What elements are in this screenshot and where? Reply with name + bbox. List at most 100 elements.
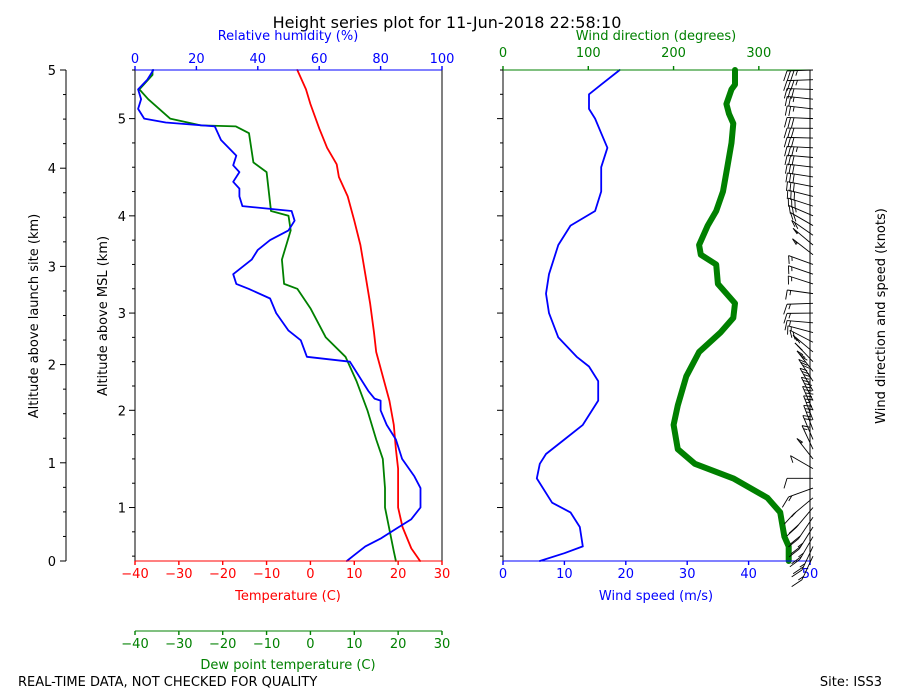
dewpoint-axis-tick-label: −40 (121, 637, 148, 652)
wind-barb-feather (791, 117, 795, 128)
wind-barb-staff (802, 415, 814, 440)
dewpoint-axis-tick-label: 0 (306, 637, 314, 652)
wind-barb-staff (787, 289, 814, 295)
wind-barb-feather (790, 88, 795, 99)
wind-barb-staff (795, 507, 814, 528)
wind-barb-half-feather (795, 208, 797, 213)
wind-barb-feather (790, 70, 795, 81)
temperature-axis-tick-label: −20 (209, 567, 236, 582)
temperature-axis-tick-label: −40 (121, 567, 148, 582)
wind-direction-axis-tick-label: 100 (576, 46, 601, 61)
wind-barb-feather (790, 137, 795, 148)
wind-barb-feather (804, 418, 813, 421)
wind-barbs-group (781, 69, 814, 588)
wind-barb-staff (787, 79, 814, 82)
rh-axis-tick-label: 100 (430, 52, 455, 67)
wind-barb-feather (791, 155, 795, 166)
wind-barb-feather (794, 222, 799, 230)
wind-barb-feather (781, 496, 789, 508)
dewpoint-axis-tick-label: −10 (253, 637, 280, 652)
dewpoint-axis-tick-label: 20 (390, 637, 407, 652)
rh-axis-tick-label: 0 (131, 52, 139, 67)
wind-barb-feather (783, 478, 788, 489)
wind-barb-staff (788, 205, 814, 217)
wind-direction-axis-tick-label: 300 (746, 46, 771, 61)
wind-barb-feather (790, 455, 794, 463)
chart-title: Height series plot for 11-Jun-2018 22:58… (273, 13, 622, 32)
wind-barb-feather (792, 566, 804, 575)
wind-speed-line (535, 69, 621, 562)
dew-point-line (138, 69, 397, 562)
wind-barb-feather (786, 80, 791, 91)
wind-barb-staff (788, 197, 814, 207)
wind-barb-feather (790, 545, 802, 555)
relative-humidity-line (137, 69, 422, 562)
wind-barb-feather (791, 569, 803, 578)
wind-direction-axis-tick-label: 0 (499, 46, 507, 61)
wind-barb-feather (788, 538, 799, 548)
wind-barb-half-feather (799, 563, 806, 568)
wind-barb-feather (802, 364, 810, 369)
wind-barb-feather (801, 356, 808, 361)
wind-barb-half-feather (803, 428, 808, 430)
wind-speed-axis-tick-label: 20 (618, 567, 635, 582)
wind-barb-staff (787, 325, 814, 333)
wind-barb-half-feather (799, 347, 803, 351)
rh-axis-tick-label: 80 (372, 52, 389, 67)
wind-barb-feather (784, 163, 788, 174)
wind-barb-staff (787, 154, 814, 158)
wind-barb-half-feather (788, 313, 791, 319)
wind-barb-feather (790, 535, 801, 545)
agl-axis-tick-label: 3 (48, 260, 56, 275)
wind-axes-group: 0 10 20 30 40 500 100 200 300 (497, 46, 818, 582)
site-label: Site: ISS3 (820, 675, 882, 690)
agl-axis-tick-label: 5 (48, 64, 56, 79)
wind-barb-feather (785, 181, 788, 192)
agl-axis-tick-label: 4 (48, 162, 56, 177)
msl-axis-tick-label: 2 (118, 404, 126, 419)
wind-barb-half-feather (791, 511, 797, 518)
wind-barb-feather (786, 70, 791, 82)
rh-axis-tick-label: 40 (250, 52, 267, 67)
wind-barb-feather (800, 361, 808, 366)
temperature-axis-tick-label: −30 (165, 567, 192, 582)
dewpoint-axis-tick-label: 30 (434, 637, 451, 652)
temperature-axis-label: Temperature (C) (234, 589, 341, 604)
wind-barb-staff (799, 368, 814, 392)
wind-barb-feather (796, 350, 804, 356)
wind-barb-half-feather (798, 440, 803, 444)
wind-barb-feather (789, 182, 792, 192)
wind-barb-feather (802, 415, 811, 418)
wind-barb-feather (795, 337, 801, 344)
wind-barb-feather (788, 524, 799, 534)
thermo-axes-group: −40 −30 −20 −10 0 10 20 30−40 −30 −20 −10 0 10 20 300 2… (48, 52, 455, 652)
wind-barb-feather (793, 214, 797, 222)
wind-barb-half-feather (795, 70, 798, 76)
wind-barb-staff (788, 275, 814, 285)
wind-barb-staff (787, 181, 814, 188)
wind-barb-staff (800, 377, 814, 401)
wind-barb-staff (790, 212, 814, 226)
wind-barb-feather (790, 128, 795, 139)
wind-barb-feather (788, 255, 790, 264)
wind-barb-feather (792, 173, 795, 184)
wind-barb-feather (783, 313, 788, 324)
wind-barb-feather (790, 212, 794, 220)
wind-barb-staff (787, 302, 814, 305)
dewpoint-axis-tick-label: −20 (209, 637, 236, 652)
wind-barb-staff (801, 546, 814, 571)
wind-barb-feather (787, 146, 791, 157)
agl-altitude-axis-label: Altitude above launch site (km) (27, 214, 42, 418)
wind-barb-feather (801, 425, 810, 428)
wind-barb-half-feather (794, 240, 798, 245)
wind-barb-staff (787, 105, 814, 110)
wind-barb-feather (798, 353, 806, 358)
wind-barb-feather (792, 331, 796, 340)
wind-direction-axis-tick-label: 200 (661, 46, 686, 61)
wind-speed-axis-tick-label: 40 (740, 567, 757, 582)
wind-barb-feather (803, 395, 812, 398)
wind-barb-feather (789, 558, 801, 568)
temperature-line (296, 69, 421, 562)
wind-barb-feather (784, 105, 788, 116)
